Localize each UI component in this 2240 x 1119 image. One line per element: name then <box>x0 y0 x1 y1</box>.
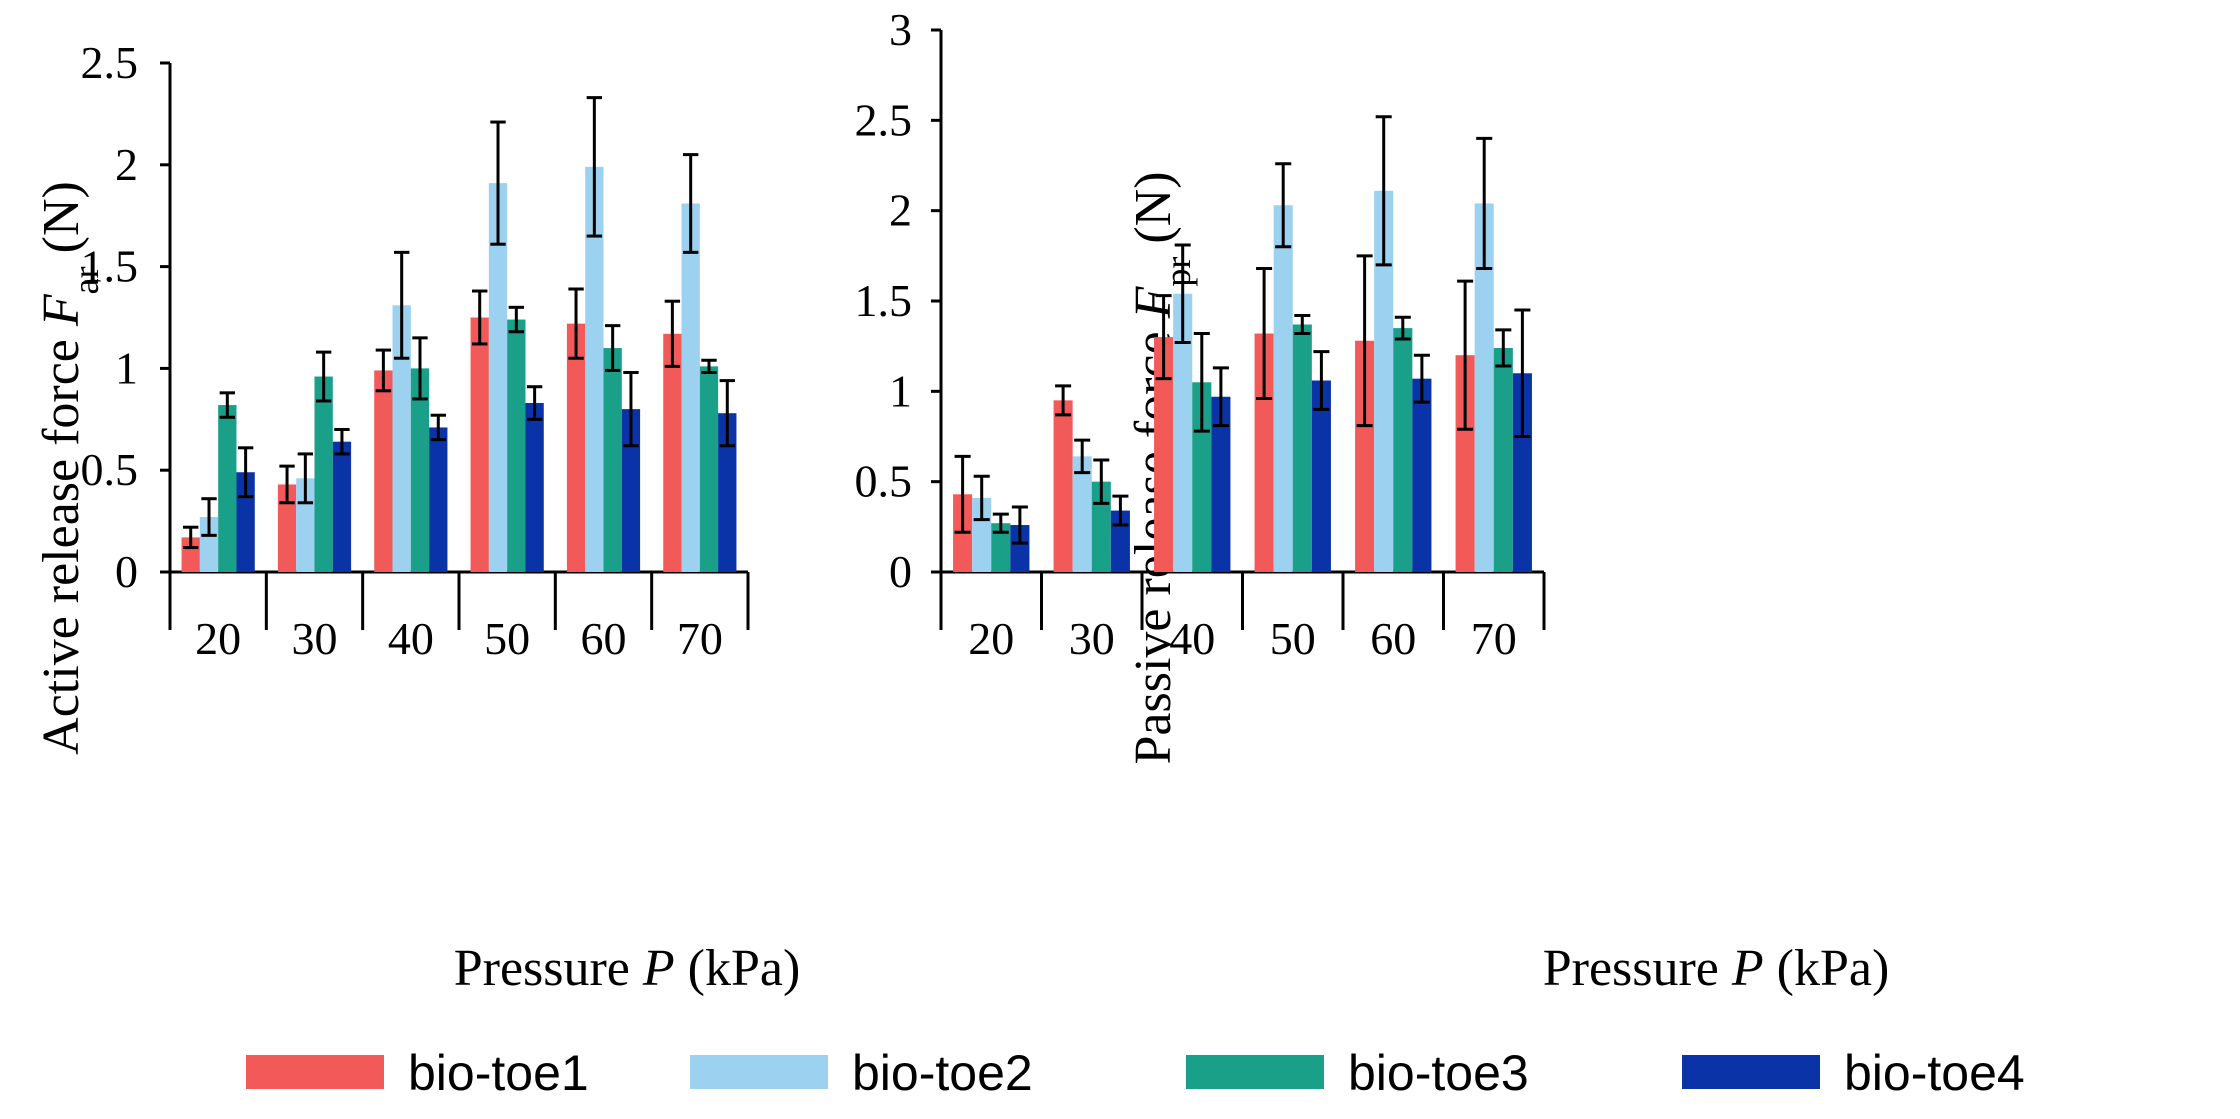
bar-bio-toe3 <box>1493 347 1513 572</box>
legend-label-bio-toe3: bio-toe3 <box>1348 1045 1529 1101</box>
y-tick-label: 2 <box>889 185 912 236</box>
y-tick-label: 3 <box>889 4 912 55</box>
x-tick-label: 30 <box>1069 613 1115 664</box>
x-tick-label: 70 <box>1471 613 1517 664</box>
bar-bio-toe1 <box>277 484 297 572</box>
bar-bio-toe3 <box>603 348 622 572</box>
bar-bio-toe4 <box>429 427 448 572</box>
bar-bio-toe2 <box>199 517 219 572</box>
bar-bio-toe4 <box>1412 378 1432 572</box>
legend-swatch-bio-toe1 <box>246 1055 384 1089</box>
y-tick-label: 2 <box>115 139 138 190</box>
bar-bio-toe2 <box>585 166 604 572</box>
x-tick-label: 30 <box>292 613 338 664</box>
bar-bio-toe2 <box>1072 456 1092 572</box>
bar-bio-toe4 <box>718 413 737 572</box>
bar-bio-toe2 <box>681 203 700 572</box>
bar-bio-toe2 <box>1474 203 1494 572</box>
bar-bio-toe3 <box>699 366 719 572</box>
passive-release-chart: Passive release force Fpr (N) Pressure P… <box>855 4 1890 997</box>
y-tick-label: 2.5 <box>81 37 139 88</box>
x-tick-label: 40 <box>1169 613 1215 664</box>
bar-bio-toe1 <box>663 333 682 572</box>
bar-bio-toe2 <box>1173 293 1193 572</box>
bar-bio-toe2 <box>972 497 992 572</box>
bar-bio-toe1 <box>1053 400 1073 572</box>
legend-swatch-bio-toe4 <box>1682 1055 1820 1089</box>
legend: bio-toe1 bio-toe2 bio-toe3 bio-toe4 <box>246 1045 2025 1101</box>
bar-bio-toe3 <box>1292 324 1312 572</box>
bar-bio-toe4 <box>332 441 352 572</box>
legend-label-bio-toe4: bio-toe4 <box>1844 1045 2025 1101</box>
legend-label-bio-toe2: bio-toe2 <box>852 1045 1033 1101</box>
bar-bio-toe3 <box>410 368 430 572</box>
legend-swatch-bio-toe3 <box>1186 1055 1324 1089</box>
bar-bio-toe1 <box>1455 355 1475 572</box>
bar-bio-toe4 <box>1211 396 1231 572</box>
bar-bio-toe4 <box>1010 525 1030 572</box>
right-x-axis-title: Pressure P (kPa) <box>1543 940 1890 997</box>
y-tick-label: 2.5 <box>855 94 913 145</box>
x-tick-label: 20 <box>195 613 241 664</box>
left-y-axis-title: Active release force Far (N) <box>33 181 106 755</box>
bar-bio-toe2 <box>1273 205 1293 572</box>
y-tick-label: 1.5 <box>855 275 913 326</box>
y-tick-label: 1.5 <box>81 241 139 292</box>
x-tick-label: 70 <box>677 613 723 664</box>
bar-bio-toe4 <box>1512 373 1532 572</box>
bar-bio-toe3 <box>991 523 1011 572</box>
bar-bio-toe1 <box>470 317 489 572</box>
x-tick-label: 60 <box>1370 613 1416 664</box>
bar-bio-toe1 <box>374 370 393 572</box>
bar-bio-toe2 <box>392 305 411 572</box>
active-release-chart: Active release force Far (N) Pressure P … <box>33 37 800 997</box>
bar-bio-toe4 <box>525 403 544 572</box>
bar-bio-toe1 <box>1254 333 1274 572</box>
y-tick-label: 0.5 <box>855 456 913 507</box>
bar-bio-toe3 <box>218 405 237 572</box>
bar-bio-toe3 <box>507 319 526 572</box>
bar-bio-toe1 <box>181 537 200 572</box>
x-tick-label: 60 <box>581 613 627 664</box>
bar-bio-toe3 <box>314 376 333 572</box>
left-x-axis-title: Pressure P (kPa) <box>454 940 801 997</box>
y-tick-label: 1 <box>889 365 912 416</box>
bar-bio-toe1 <box>1154 337 1174 572</box>
bar-bio-toe1 <box>566 323 586 572</box>
legend-label-bio-toe1: bio-toe1 <box>408 1045 589 1101</box>
bar-bio-toe2 <box>488 183 508 572</box>
bar-bio-toe2 <box>1374 190 1394 572</box>
y-tick-label: 0.5 <box>81 444 139 495</box>
bar-bio-toe1 <box>1355 340 1375 572</box>
x-tick-label: 50 <box>484 613 530 664</box>
x-tick-label: 40 <box>388 613 434 664</box>
bar-bio-toe3 <box>1393 328 1413 572</box>
x-tick-label: 20 <box>968 613 1014 664</box>
x-tick-label: 50 <box>1270 613 1316 664</box>
y-tick-label: 1 <box>115 342 138 393</box>
bar-bio-toe4 <box>1311 380 1331 572</box>
y-tick-label: 0 <box>889 546 912 597</box>
bar-bio-toe4 <box>621 409 641 572</box>
y-tick-label: 0 <box>115 546 138 597</box>
legend-swatch-bio-toe2 <box>690 1055 828 1089</box>
